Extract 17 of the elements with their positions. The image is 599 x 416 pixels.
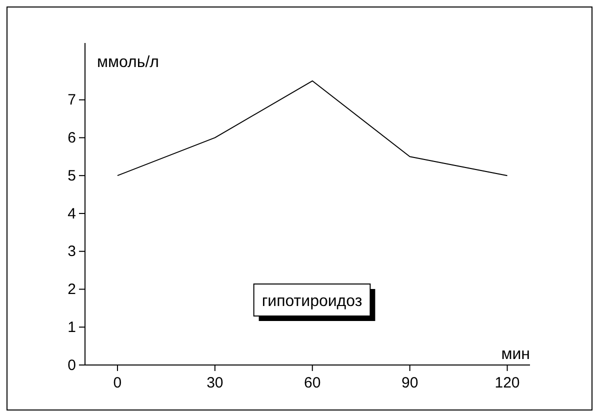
y-tick-label: 1 xyxy=(68,318,76,336)
y-tick-label: 4 xyxy=(68,205,76,222)
x-tick-label: 60 xyxy=(304,374,321,392)
x-tick-label: 90 xyxy=(401,374,418,392)
line-series xyxy=(116,80,508,176)
y-tick-label: 2 xyxy=(68,281,76,298)
x-tick-label: 120 xyxy=(494,374,520,392)
y-tick-label: 5 xyxy=(68,167,76,184)
y-tick-label: 3 xyxy=(68,243,76,260)
y-tick-label: 0 xyxy=(68,356,76,374)
y-axis-title: ммоль/л xyxy=(97,54,159,71)
annotation: гипотироидоз xyxy=(262,293,362,310)
x-tick-label: 0 xyxy=(113,374,122,392)
x-axis-title: мин xyxy=(501,346,530,363)
x-tick-label: 30 xyxy=(206,374,224,392)
y-tick-label: 6 xyxy=(68,130,76,147)
y-tick-label: 7 xyxy=(68,92,76,109)
